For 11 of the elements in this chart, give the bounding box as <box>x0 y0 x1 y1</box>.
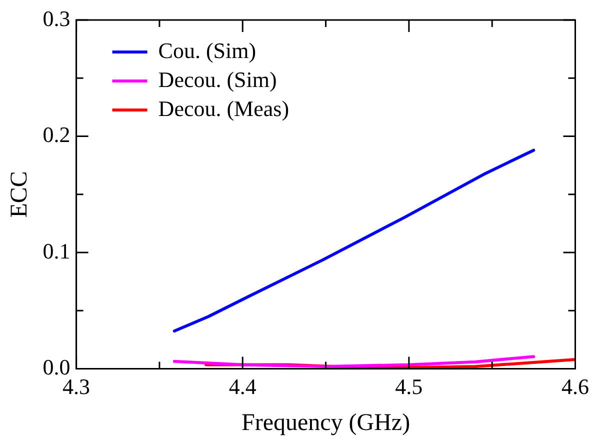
x-tick-label: 4.4 <box>228 374 256 399</box>
legend-label: Cou. (Sim) <box>158 38 256 63</box>
legend-label: Decou. (Meas) <box>158 96 290 121</box>
y-tick-label: 0.2 <box>42 122 70 148</box>
y-tick-label: 0.3 <box>42 6 70 31</box>
y-tick-label: 0.1 <box>42 238 70 264</box>
legend-label: Decou. (Sim) <box>158 66 277 92</box>
x-tick-label: 4.6 <box>562 374 589 399</box>
x-axis-title: Frequency (GHz) <box>241 410 410 436</box>
y-axis-title: ECC <box>6 171 33 218</box>
x-tick-label: 4.5 <box>395 374 423 399</box>
